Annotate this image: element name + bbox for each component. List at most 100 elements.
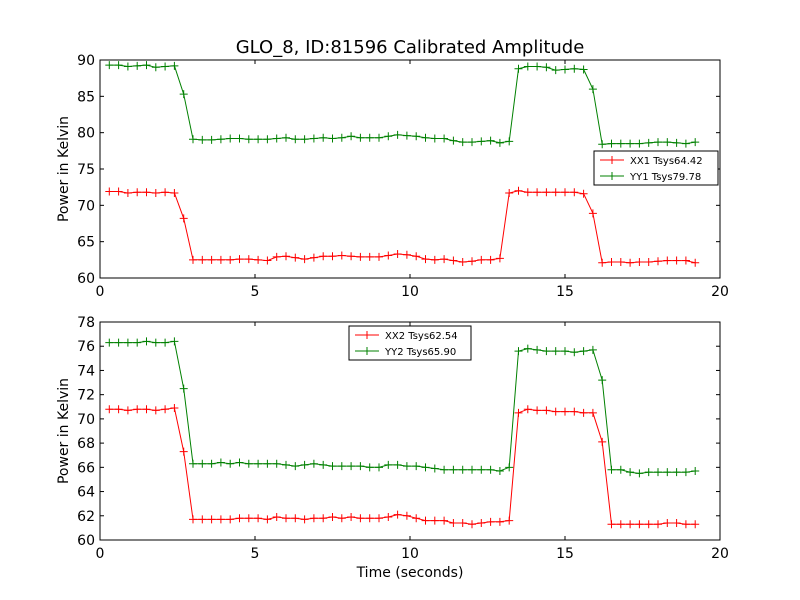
x-axis-label: Time (seconds) (356, 565, 464, 581)
data-point (291, 514, 300, 523)
data-point (300, 515, 309, 524)
data-point (458, 519, 467, 528)
data-point (402, 462, 411, 471)
y-tick-label: 80 (77, 126, 95, 142)
data-point (151, 406, 160, 415)
data-point (170, 337, 179, 346)
data-point (347, 252, 356, 261)
legend-marker (363, 347, 371, 355)
legend-box (593, 150, 719, 186)
y-tick-label: 90 (77, 53, 95, 69)
data-point (356, 462, 365, 471)
data-point (691, 138, 700, 147)
data-point (105, 338, 114, 347)
data-point (505, 463, 514, 472)
data-point (263, 256, 272, 265)
data-point (244, 135, 253, 144)
series-line (109, 64, 696, 145)
series-1 (105, 186, 700, 267)
y-tick-label: 68 (77, 436, 95, 452)
data-point (430, 464, 439, 473)
data-point (393, 460, 402, 469)
data-point (151, 338, 160, 347)
data-point (347, 462, 356, 471)
data-point (105, 61, 114, 70)
data-point (300, 135, 309, 144)
data-point (635, 139, 644, 148)
x-tick-label: 0 (96, 546, 105, 562)
data-point (468, 520, 476, 529)
data-point (291, 135, 300, 144)
data-point (626, 520, 635, 529)
data-point (421, 255, 430, 264)
data-point (570, 407, 579, 416)
data-point (570, 64, 579, 73)
legend-marker (608, 172, 616, 180)
data-point (495, 466, 504, 475)
data-point (319, 252, 328, 261)
data-point (672, 519, 681, 528)
data-point (133, 405, 142, 414)
data-point (495, 517, 504, 526)
data-point (607, 258, 616, 267)
data-point (458, 258, 467, 267)
data-point (523, 188, 532, 197)
y-tick-label: 60 (77, 533, 95, 549)
data-point (440, 255, 449, 264)
data-point (263, 515, 272, 524)
data-point (626, 258, 635, 267)
data-point (319, 460, 328, 469)
data-point (170, 403, 179, 412)
data-point (189, 515, 197, 524)
data-point (449, 465, 458, 474)
data-point (412, 462, 421, 471)
data-point (226, 459, 235, 468)
data-point (607, 465, 616, 474)
x-tick-label: 0 (96, 284, 105, 300)
y-tick-label: 60 (77, 271, 95, 287)
data-point (588, 408, 597, 417)
data-point (216, 135, 225, 144)
data-point (207, 255, 216, 264)
data-point (328, 462, 337, 471)
data-point (551, 66, 560, 75)
data-point (170, 188, 179, 197)
series-line (109, 407, 696, 525)
data-point (654, 138, 662, 147)
data-point (421, 133, 430, 142)
data-point (254, 459, 263, 468)
data-point (216, 515, 225, 524)
data-point (533, 345, 542, 354)
data-point (282, 133, 290, 142)
data-point (328, 512, 337, 521)
data-point (161, 188, 170, 197)
data-point (635, 520, 644, 529)
data-point (635, 258, 644, 267)
data-point (588, 345, 597, 354)
data-point (681, 256, 690, 265)
data-point (561, 65, 569, 74)
data-point (468, 257, 476, 266)
data-point (356, 133, 365, 142)
data-point (644, 468, 653, 477)
data-point (477, 519, 486, 528)
data-point (114, 405, 123, 414)
data-point (514, 347, 523, 356)
data-point (123, 338, 132, 347)
data-point (458, 465, 467, 474)
data-point (681, 468, 690, 477)
data-point (114, 187, 123, 196)
data-point (533, 62, 542, 71)
data-point (161, 62, 170, 71)
data-point (189, 255, 197, 264)
data-point (579, 408, 588, 417)
data-point (309, 514, 318, 523)
data-point (533, 188, 542, 197)
legend-box (348, 325, 472, 361)
data-point (570, 188, 579, 197)
data-point (468, 465, 476, 474)
data-point (384, 251, 393, 260)
data-point (523, 62, 532, 71)
data-point (663, 519, 672, 528)
data-point (523, 405, 532, 414)
